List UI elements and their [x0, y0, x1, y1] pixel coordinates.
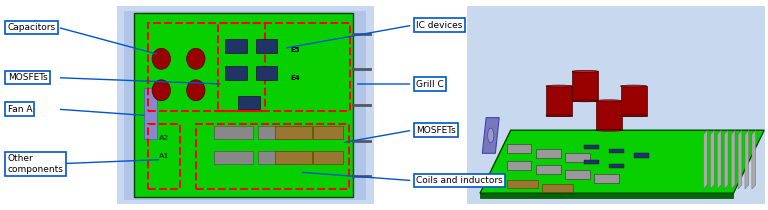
Polygon shape: [724, 130, 728, 189]
Ellipse shape: [572, 70, 598, 72]
Ellipse shape: [488, 128, 494, 143]
Ellipse shape: [572, 100, 598, 102]
Text: A1: A1: [159, 154, 169, 159]
Ellipse shape: [152, 80, 170, 101]
FancyBboxPatch shape: [313, 126, 343, 139]
Text: E4: E4: [290, 75, 300, 81]
Text: Other
components: Other components: [8, 154, 64, 173]
FancyBboxPatch shape: [258, 151, 298, 164]
Text: Coils and inductors: Coils and inductors: [416, 176, 503, 185]
Polygon shape: [482, 118, 499, 153]
FancyBboxPatch shape: [536, 149, 561, 158]
Text: Capacitors: Capacitors: [8, 23, 56, 32]
Text: Grill C: Grill C: [416, 80, 444, 88]
Polygon shape: [710, 130, 714, 189]
Ellipse shape: [152, 48, 170, 69]
FancyBboxPatch shape: [134, 13, 353, 197]
Text: MOSFETs: MOSFETs: [416, 126, 456, 135]
FancyBboxPatch shape: [546, 86, 572, 116]
Polygon shape: [745, 130, 749, 189]
Polygon shape: [480, 130, 764, 193]
Ellipse shape: [187, 48, 205, 69]
Polygon shape: [738, 130, 742, 189]
FancyBboxPatch shape: [214, 126, 253, 139]
FancyBboxPatch shape: [594, 174, 619, 183]
FancyBboxPatch shape: [225, 66, 247, 80]
Polygon shape: [717, 130, 721, 189]
FancyBboxPatch shape: [565, 170, 590, 178]
FancyBboxPatch shape: [584, 160, 599, 164]
Ellipse shape: [546, 85, 572, 87]
Ellipse shape: [621, 85, 647, 87]
FancyBboxPatch shape: [596, 101, 622, 130]
Polygon shape: [480, 193, 733, 198]
FancyBboxPatch shape: [542, 184, 573, 192]
FancyBboxPatch shape: [536, 165, 561, 174]
FancyBboxPatch shape: [144, 88, 157, 139]
FancyBboxPatch shape: [565, 153, 590, 162]
FancyBboxPatch shape: [507, 144, 531, 153]
Text: MOSFETs: MOSFETs: [8, 73, 48, 82]
Polygon shape: [731, 130, 735, 189]
FancyBboxPatch shape: [507, 180, 538, 188]
FancyBboxPatch shape: [572, 71, 598, 101]
FancyBboxPatch shape: [225, 39, 247, 52]
FancyBboxPatch shape: [258, 126, 298, 139]
Polygon shape: [703, 130, 707, 189]
Text: E5: E5: [290, 47, 300, 53]
FancyBboxPatch shape: [238, 96, 260, 109]
FancyBboxPatch shape: [214, 151, 253, 164]
FancyBboxPatch shape: [621, 86, 647, 116]
FancyBboxPatch shape: [609, 164, 624, 168]
Polygon shape: [752, 130, 756, 189]
FancyBboxPatch shape: [313, 151, 343, 164]
Ellipse shape: [187, 80, 205, 101]
Ellipse shape: [546, 114, 572, 117]
FancyBboxPatch shape: [256, 39, 277, 52]
Text: A2: A2: [159, 135, 169, 140]
Ellipse shape: [596, 129, 622, 131]
FancyBboxPatch shape: [634, 153, 649, 158]
FancyBboxPatch shape: [275, 126, 312, 139]
FancyBboxPatch shape: [275, 151, 312, 164]
FancyBboxPatch shape: [507, 161, 531, 170]
FancyBboxPatch shape: [256, 66, 277, 80]
Text: Fan A: Fan A: [8, 105, 32, 114]
Ellipse shape: [596, 100, 622, 102]
Ellipse shape: [621, 114, 647, 117]
FancyBboxPatch shape: [467, 6, 765, 204]
FancyBboxPatch shape: [124, 10, 366, 199]
FancyBboxPatch shape: [117, 6, 374, 204]
FancyBboxPatch shape: [584, 145, 599, 149]
Text: IC devices: IC devices: [416, 21, 462, 30]
FancyBboxPatch shape: [609, 149, 624, 153]
